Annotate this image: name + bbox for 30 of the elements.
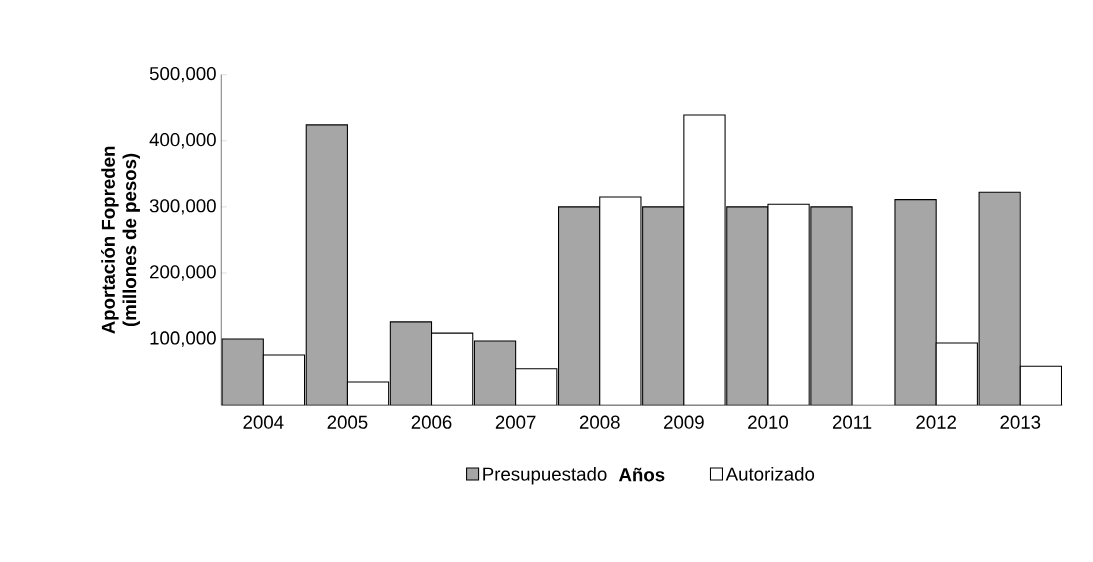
x-tick-label: 2007 <box>495 415 536 429</box>
bar <box>978 191 1021 405</box>
x-tick-label: 2011 <box>832 415 872 429</box>
y-tick-label: 500,000 <box>149 66 216 83</box>
x-tick-label: 2008 <box>579 415 620 429</box>
x-tick-label: 2009 <box>664 415 704 429</box>
bar <box>810 206 853 405</box>
y-tick-label: 200,000 <box>150 265 216 281</box>
bar <box>1019 365 1063 405</box>
y-tick-label: 400,000 <box>149 132 216 149</box>
bar <box>221 338 264 405</box>
x-tick-label: 2004 <box>243 415 284 429</box>
x-tick-label: 2010 <box>748 415 788 429</box>
bar <box>305 124 348 405</box>
legend-label: Autorizado <box>725 466 815 481</box>
x-tick-label: 2006 <box>411 415 452 429</box>
x-tick-label: 2013 <box>1000 415 1041 429</box>
x-tick-label: 2012 <box>916 415 956 429</box>
legend-label: Presupuestado <box>483 466 607 485</box>
bar <box>726 206 769 405</box>
bar <box>473 340 517 405</box>
bar <box>894 198 937 405</box>
x-tick-label: 2005 <box>327 415 368 429</box>
y-axis-title: Aportación Fopreden (millones de pesos) <box>101 146 140 334</box>
y-tick-label: 300,000 <box>149 198 216 215</box>
x-axis-title: Años <box>618 467 665 482</box>
bar <box>558 206 601 405</box>
y-tick-label: 100,000 <box>150 331 216 347</box>
bar <box>389 321 433 405</box>
bar <box>642 206 685 405</box>
